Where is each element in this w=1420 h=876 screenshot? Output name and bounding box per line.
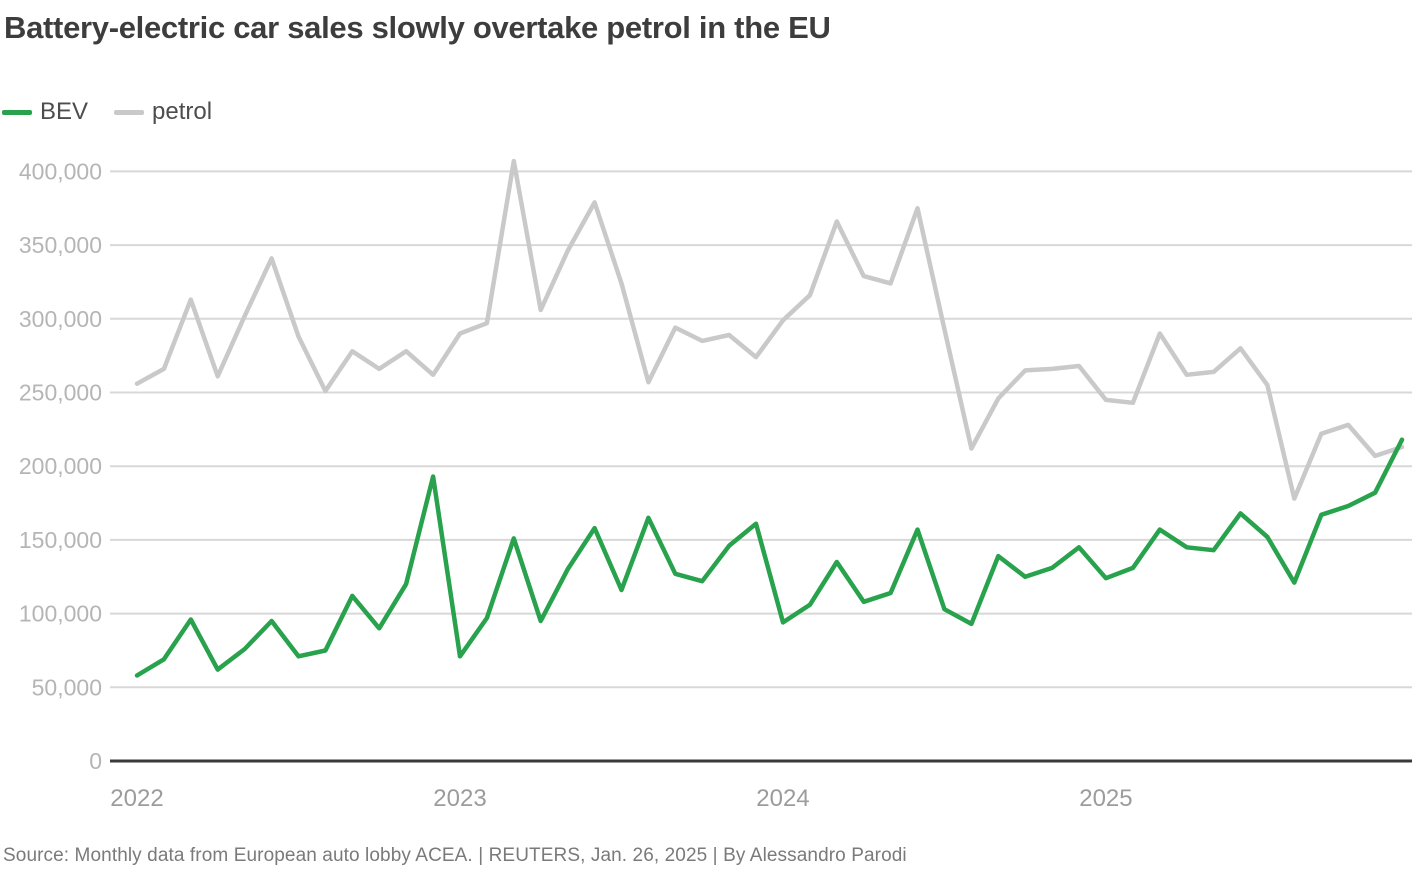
y-tick-label: 100,000: [19, 601, 102, 627]
source-attribution: Source: Monthly data from European auto …: [3, 845, 907, 866]
x-tick-label: 2022: [110, 785, 163, 812]
y-tick-label: 250,000: [19, 380, 102, 406]
y-tick-label: 50,000: [32, 674, 102, 700]
legend-label-bev: BEV: [40, 98, 89, 125]
y-tick-label: 150,000: [19, 527, 102, 553]
x-tick-label: 2025: [1079, 785, 1132, 812]
petrol-line-swatch-icon: [114, 109, 145, 115]
legend-item-bev: BEV: [2, 98, 88, 126]
bev-line-swatch-icon: [2, 109, 32, 115]
y-tick-label: 300,000: [19, 306, 102, 332]
y-tick-label: 0: [89, 748, 102, 774]
x-tick-label: 2023: [433, 785, 486, 812]
y-tick-label: 400,000: [19, 158, 102, 184]
y-tick-label: 350,000: [19, 232, 102, 258]
y-tick-label: 200,000: [19, 453, 102, 479]
bev-line: [134, 437, 1405, 678]
chart-title: Battery-electric car sales slowly overta…: [4, 10, 831, 45]
legend-item-petrol: petrol: [114, 98, 212, 126]
petrol-line: [134, 158, 1405, 501]
x-tick-label: 2024: [756, 785, 809, 812]
legend-label-petrol: petrol: [152, 98, 213, 125]
chart-legend: BEV petrol: [2, 98, 212, 126]
